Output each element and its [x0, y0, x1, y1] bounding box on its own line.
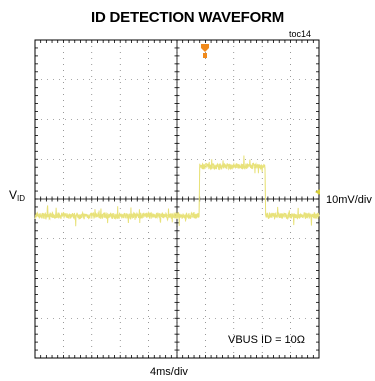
time-scale-label: 4ms/div: [150, 366, 188, 378]
vertical-scale-label: 10mV/div: [326, 194, 372, 206]
annotation-label: VBUS ID = 10Ω: [228, 334, 306, 346]
y-axis-label-main: V: [9, 188, 18, 202]
trigger-marker-icon: [201, 44, 209, 58]
level-marker-icon: [315, 189, 320, 195]
center-axis-ticks: [34, 39, 320, 359]
y-axis-label: VID: [9, 188, 25, 203]
signal-trace-highlight: [34, 163, 320, 219]
figure-code: toc14: [289, 29, 312, 39]
chart-title: ID DETECTION WAVEFORM: [90, 9, 285, 26]
y-axis-label-subscript: ID: [17, 194, 26, 203]
signal-trace: [34, 155, 320, 227]
